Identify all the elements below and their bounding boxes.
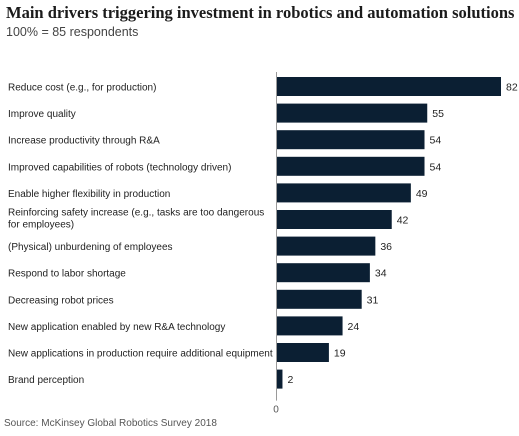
category-label: New applications in production require a… bbox=[8, 349, 273, 360]
bar-value-label: 36 bbox=[380, 241, 392, 253]
bar bbox=[277, 130, 425, 150]
bar bbox=[277, 289, 362, 309]
category-label: Improved capabilities of robots (technol… bbox=[8, 162, 231, 173]
bar bbox=[277, 369, 283, 389]
bar-value-label: 54 bbox=[430, 135, 442, 147]
bar bbox=[277, 77, 501, 96]
bar bbox=[277, 316, 343, 336]
chart-title: Main drivers triggering investment in ro… bbox=[6, 3, 515, 22]
bar bbox=[277, 156, 425, 176]
category-label: Brand perception bbox=[8, 375, 84, 386]
source-note: Source: McKinsey Global Robotics Survey … bbox=[4, 418, 217, 429]
category-label: New application enabled by new R&A techn… bbox=[8, 322, 225, 333]
bar-value-label: 54 bbox=[430, 161, 442, 173]
category-label: Improve quality bbox=[8, 109, 76, 120]
bar bbox=[277, 210, 392, 229]
category-label: Increase productivity through R&A bbox=[8, 136, 160, 147]
x-tick-label: 0 bbox=[273, 405, 279, 416]
bar bbox=[277, 183, 411, 203]
bar-value-label: 55 bbox=[432, 108, 444, 120]
category-label: Reinforcing safety increase (e.g., tasks… bbox=[8, 208, 264, 219]
category-label: Reduce cost (e.g., for production) bbox=[8, 83, 156, 94]
chart-subtitle: 100% = 85 respondents bbox=[6, 25, 139, 39]
bar-value-label: 31 bbox=[367, 294, 379, 306]
category-label: for employees) bbox=[8, 220, 74, 231]
category-label: Respond to labor shortage bbox=[8, 269, 126, 280]
bar-value-label: 19 bbox=[334, 348, 346, 360]
bar bbox=[277, 103, 428, 123]
bar bbox=[277, 263, 370, 283]
category-label: Enable higher flexibility in production bbox=[8, 189, 170, 200]
bar-value-label: 42 bbox=[397, 215, 409, 227]
bar-value-label: 34 bbox=[375, 268, 387, 280]
bar-value-label: 82 bbox=[506, 82, 518, 94]
bar-value-label: 49 bbox=[416, 188, 428, 200]
bar-value-label: 2 bbox=[287, 374, 293, 386]
bar-value-label: 24 bbox=[348, 321, 360, 333]
bar bbox=[277, 236, 376, 256]
bar bbox=[277, 343, 329, 362]
category-label: Decreasing robot prices bbox=[8, 295, 114, 306]
category-label: (Physical) unburdening of employees bbox=[8, 242, 173, 253]
